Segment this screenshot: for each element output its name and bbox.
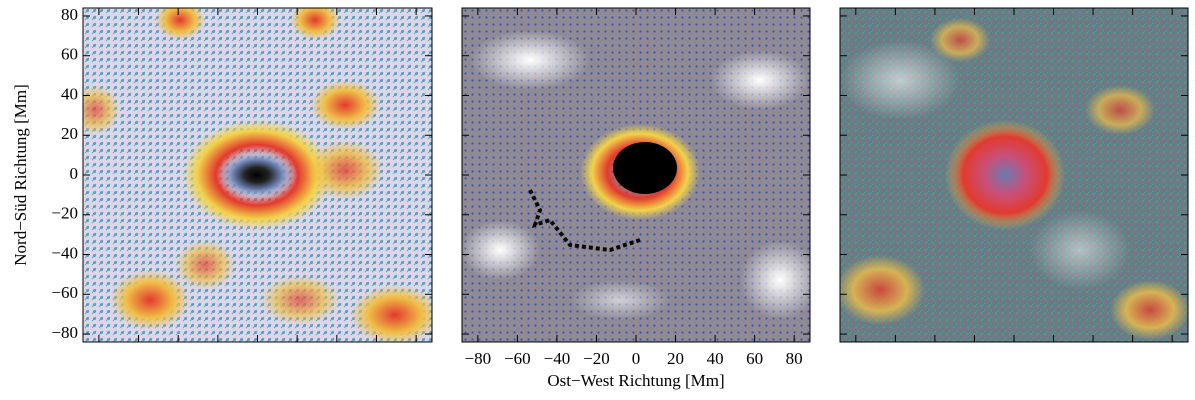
panel-image [83, 8, 432, 342]
x-tick-label: 40 [707, 349, 724, 368]
y-tick-label: 60 [61, 45, 78, 64]
x-tick-label: 60 [746, 349, 763, 368]
y-tick-label: −40 [51, 243, 78, 262]
x-tick-label: −40 [544, 349, 571, 368]
panel-image [462, 8, 810, 342]
x-tick-label: 80 [786, 349, 803, 368]
panel-image [840, 8, 1188, 342]
y-tick-label: −60 [51, 283, 78, 302]
y-tick-label: 0 [70, 164, 79, 183]
y-tick-label: −20 [51, 204, 78, 223]
y-tick-label: 40 [61, 84, 78, 103]
y-tick-label: −80 [51, 323, 78, 342]
y-tick-label: 80 [61, 5, 78, 24]
x-tick-label: 20 [667, 349, 684, 368]
x-axis-label: Ost−West Richtung [Mm] [547, 371, 724, 390]
y-tick-label: 20 [61, 124, 78, 143]
x-tick-label: 0 [632, 349, 641, 368]
x-tick-label: −80 [465, 349, 492, 368]
y-axis-label: Nord−Süd Richtung [Mm] [11, 84, 30, 265]
x-tick-label: −20 [583, 349, 610, 368]
x-tick-label: −60 [504, 349, 531, 368]
